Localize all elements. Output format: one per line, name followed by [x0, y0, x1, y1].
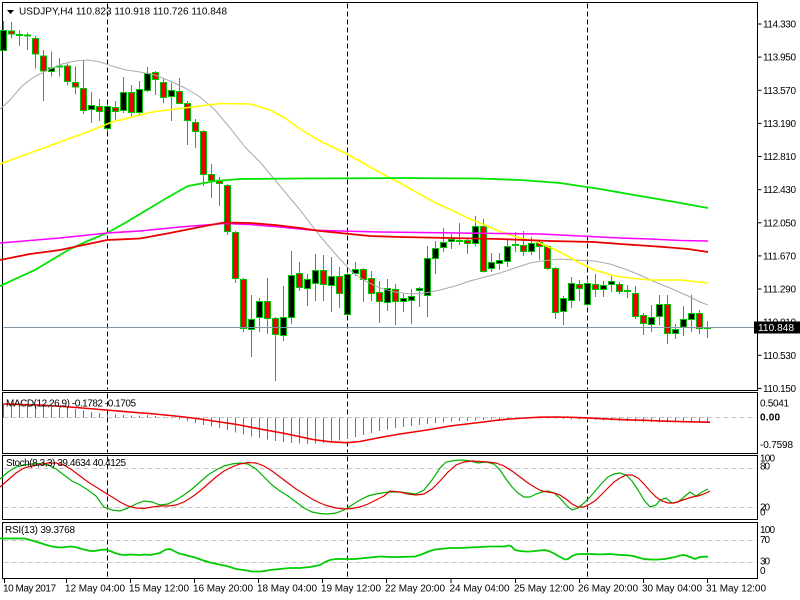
svg-text:19 May 12:00: 19 May 12:00 [321, 584, 381, 595]
svg-text:0.5041: 0.5041 [760, 399, 789, 410]
svg-text:0: 0 [760, 508, 766, 519]
svg-text:16 May 20:00: 16 May 20:00 [193, 584, 253, 595]
svg-text:113.570: 113.570 [763, 86, 796, 97]
svg-text:110.150: 110.150 [763, 384, 796, 395]
svg-text:RSI(13) 39.3768: RSI(13) 39.3768 [5, 525, 75, 536]
svg-text:70: 70 [760, 535, 770, 546]
svg-text:112.810: 112.810 [763, 152, 796, 163]
svg-text:31 May 12:00: 31 May 12:00 [706, 584, 766, 595]
svg-text:25 May 12:00: 25 May 12:00 [514, 584, 574, 595]
svg-text:113.950: 113.950 [763, 53, 796, 64]
svg-text:100: 100 [760, 454, 775, 465]
svg-text:Stoch(8,3,3) 39.4634 40.4125: Stoch(8,3,3) 39.4634 40.4125 [6, 458, 126, 469]
svg-text:-0.7598: -0.7598 [760, 440, 793, 451]
svg-text:112.050: 112.050 [763, 218, 796, 229]
svg-text:18 May 04:00: 18 May 04:00 [257, 584, 317, 595]
svg-text:0.00: 0.00 [760, 413, 780, 424]
svg-text:100: 100 [760, 525, 775, 536]
svg-text:111.670: 111.670 [763, 251, 796, 262]
svg-text:20: 20 [760, 503, 770, 514]
svg-text:30: 30 [760, 557, 770, 568]
svg-text:0: 0 [760, 566, 766, 577]
svg-text:12 May 04:00: 12 May 04:00 [65, 584, 125, 595]
svg-text:114.330: 114.330 [763, 20, 796, 31]
svg-text:24 May 04:00: 24 May 04:00 [450, 584, 510, 595]
svg-text:MACD(12,26,9) -0.1782 -0.1705: MACD(12,26,9) -0.1782 -0.1705 [6, 399, 136, 410]
svg-text:USDJPY,H4 110.823 110.918 110: USDJPY,H4 110.823 110.918 110.726 110.84… [19, 7, 227, 18]
svg-text:112.430: 112.430 [763, 185, 796, 196]
svg-text:15 May 12:00: 15 May 12:00 [129, 584, 189, 595]
svg-text:110.530: 110.530 [763, 351, 796, 362]
svg-text:113.190: 113.190 [763, 119, 796, 130]
svg-text:110.848: 110.848 [758, 323, 794, 334]
svg-text:111.290: 111.290 [763, 285, 796, 296]
svg-text:80: 80 [760, 462, 770, 473]
svg-text:22 May 20:00: 22 May 20:00 [385, 584, 445, 595]
svg-text:26 May 20:00: 26 May 20:00 [578, 584, 638, 595]
svg-text:30 May 04:00: 30 May 04:00 [642, 584, 702, 595]
svg-text:10 May 2017: 10 May 2017 [3, 584, 56, 595]
